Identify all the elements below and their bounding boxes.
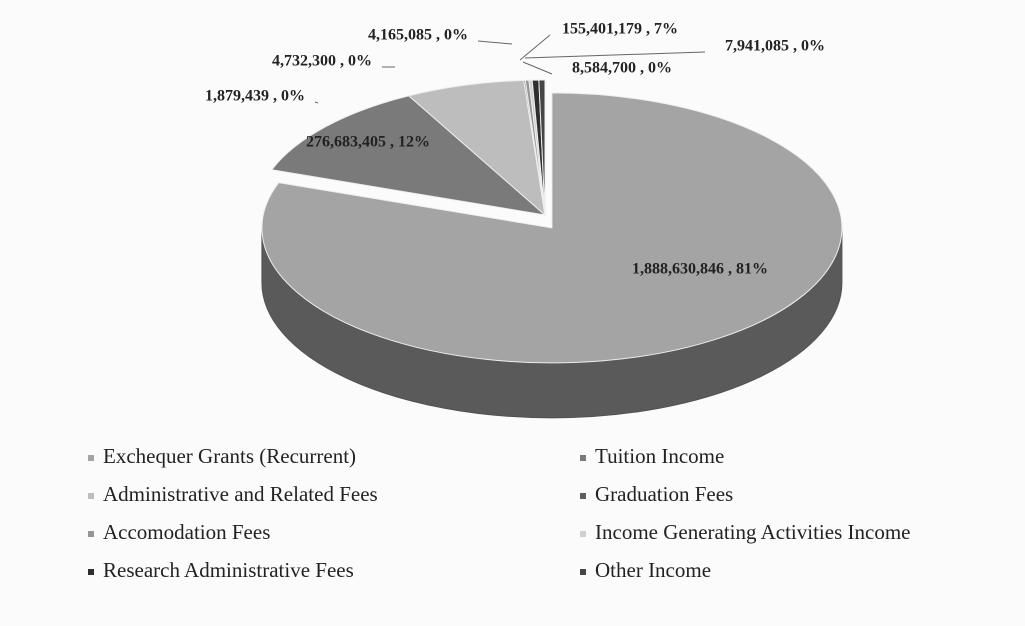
legend-label: Other Income (595, 558, 711, 582)
data-label: 7,941,085 , 0% (725, 38, 825, 55)
slice (538, 79, 546, 216)
leader-line (519, 34, 551, 61)
data-label: 155,401,179 , 7% (562, 21, 678, 38)
legend-label: Income Generating Activities Income (595, 520, 910, 544)
legend-label: Exchequer Grants (Recurrent) (103, 444, 356, 468)
leader-line (524, 51, 706, 59)
slice (270, 95, 547, 216)
data-label: 4,165,085 , 0% (368, 27, 468, 44)
leader-line (522, 61, 553, 75)
legend-label: Tuition Income (595, 444, 724, 468)
legend-swatch (580, 531, 586, 537)
legend-swatch (88, 455, 94, 461)
legend-swatch (88, 569, 94, 575)
pie-tops (261, 79, 843, 364)
legend-swatch (580, 493, 586, 499)
legend-swatch (580, 569, 586, 575)
legend-label: Graduation Fees (595, 482, 733, 506)
data-label: 1,888,630,846 , 81% (632, 261, 768, 278)
legend-label: Research Administrative Fees (103, 558, 354, 582)
slice (407, 79, 546, 217)
data-label: 8,584,700 , 0% (572, 60, 672, 77)
data-label: 1,879,439 , 0% (205, 88, 305, 105)
data-label: 4,732,300 , 0% (272, 53, 372, 70)
legend-label: Accomodation Fees (103, 520, 270, 544)
data-label: 276,683,405 , 12% (306, 134, 430, 151)
legend: Exchequer Grants (Recurrent) Tuition Inco… (88, 444, 910, 582)
legend-swatch (88, 493, 94, 499)
slice (261, 92, 843, 364)
legend-swatch (88, 531, 94, 537)
leader-line (477, 40, 513, 45)
data-labels: 1,888,630,846 , 81% 276,683,405 , 12% 155,… (205, 21, 825, 278)
leader-line (314, 101, 319, 104)
legend-label: Administrative and Related Fees (103, 482, 378, 506)
legend-swatch (580, 455, 586, 461)
